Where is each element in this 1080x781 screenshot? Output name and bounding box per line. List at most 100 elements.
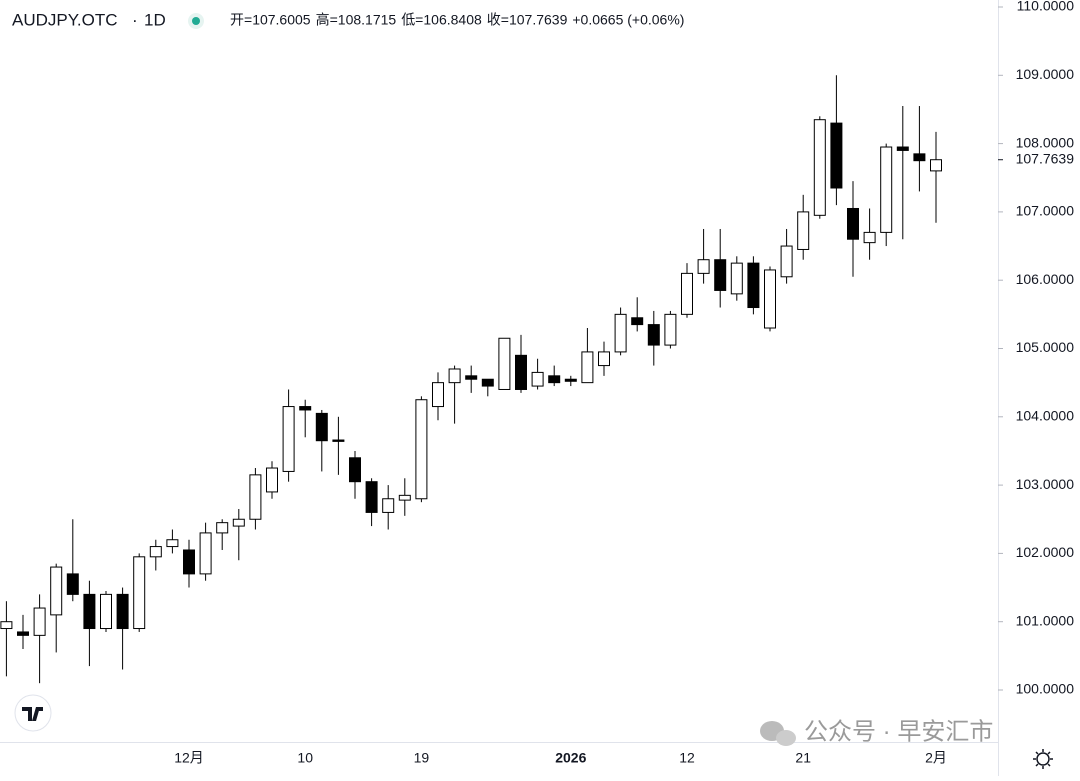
candle-body bbox=[349, 457, 361, 483]
header-value: 107.6005 bbox=[252, 12, 311, 28]
candle-body bbox=[17, 631, 29, 636]
candle-body bbox=[647, 324, 660, 346]
candle-body bbox=[365, 481, 378, 513]
candle-body bbox=[531, 371, 544, 387]
candle-body bbox=[216, 522, 229, 534]
candle-body bbox=[697, 259, 710, 274]
candle-body bbox=[764, 269, 776, 329]
y-tick-label: 102.0000 bbox=[1016, 544, 1075, 560]
y-tick-label: 103.0000 bbox=[1016, 476, 1075, 492]
status-dot bbox=[192, 17, 200, 25]
candle-body bbox=[747, 262, 760, 309]
candle-body bbox=[432, 382, 444, 408]
header-change: +0.0665 (+0.06%) bbox=[572, 12, 684, 28]
candle-body bbox=[830, 122, 843, 189]
candle-body bbox=[498, 337, 511, 390]
candle-body bbox=[266, 467, 278, 493]
candle-body bbox=[249, 474, 262, 520]
candle-body bbox=[0, 621, 13, 630]
x-tick-label: 2月 bbox=[925, 750, 947, 766]
y-tick-label: 106.0000 bbox=[1016, 271, 1075, 287]
candle-body bbox=[564, 378, 577, 382]
candle-body bbox=[681, 272, 693, 315]
settings-icon[interactable] bbox=[1033, 749, 1053, 769]
separator: · bbox=[132, 10, 138, 29]
candle-body bbox=[863, 231, 876, 244]
y-tick-label: 105.0000 bbox=[1016, 339, 1075, 355]
gear-teeth[interactable] bbox=[1033, 749, 1053, 769]
candle-body bbox=[133, 556, 146, 630]
header-label: 收= bbox=[487, 12, 509, 28]
icon-bubble bbox=[776, 730, 796, 746]
candle-body bbox=[33, 607, 46, 636]
candle-body bbox=[199, 532, 212, 575]
header-value: 107.7639 bbox=[509, 12, 568, 28]
header-label: 低= bbox=[401, 12, 423, 28]
x-tick-label: 10 bbox=[297, 750, 313, 766]
candle-body bbox=[896, 146, 909, 151]
last-price-label: 107.7639 bbox=[1016, 150, 1075, 166]
candle-body bbox=[664, 313, 677, 346]
y-tick-label: 101.0000 bbox=[1016, 612, 1075, 628]
candle-body bbox=[166, 539, 179, 548]
candle-body bbox=[66, 573, 79, 595]
candle-body bbox=[913, 153, 926, 162]
x-tick-label: 12 bbox=[679, 750, 695, 766]
candle-body bbox=[614, 313, 627, 353]
candle-body bbox=[598, 351, 610, 367]
candle-body bbox=[730, 262, 743, 295]
header-label: 开= bbox=[230, 12, 252, 28]
candle-body bbox=[299, 406, 312, 411]
candle-body bbox=[465, 375, 478, 380]
candle-body bbox=[847, 207, 859, 240]
y-tick-label: 107.0000 bbox=[1016, 203, 1075, 219]
wechat-icon bbox=[760, 721, 796, 746]
candle-body bbox=[880, 146, 893, 233]
candle-body bbox=[631, 317, 644, 326]
y-tick-label: 108.0000 bbox=[1016, 134, 1075, 150]
candle-body bbox=[149, 546, 162, 558]
candle-body bbox=[116, 593, 129, 630]
candle-body bbox=[282, 406, 295, 472]
header-value: 106.8408 bbox=[423, 12, 482, 28]
watermark: 公众号 · 早安汇市 bbox=[804, 718, 993, 745]
candle-body bbox=[548, 375, 561, 384]
x-tick-label: 12月 bbox=[174, 750, 204, 766]
candle-body bbox=[448, 368, 461, 384]
candle-body bbox=[481, 378, 494, 387]
candle-body bbox=[332, 439, 345, 442]
logo-mark bbox=[22, 707, 43, 721]
candle-body bbox=[232, 518, 245, 527]
candle-body bbox=[714, 259, 727, 291]
candle-body bbox=[83, 593, 96, 630]
y-tick-label: 109.0000 bbox=[1016, 66, 1075, 82]
candle-body bbox=[780, 245, 793, 278]
x-tick-label: 2026 bbox=[555, 750, 586, 766]
candle-body bbox=[797, 211, 810, 250]
candle-body bbox=[813, 119, 826, 216]
candle-body bbox=[398, 494, 411, 501]
y-tick-label: 104.0000 bbox=[1016, 408, 1075, 424]
candle-body bbox=[515, 354, 527, 390]
y-tick-label: 100.0000 bbox=[1016, 681, 1075, 697]
candle-body bbox=[382, 498, 395, 513]
gear[interactable] bbox=[1036, 752, 1050, 766]
x-tick-label: 21 bbox=[795, 750, 811, 766]
candle-body bbox=[930, 159, 942, 172]
y-tick-label: 110.0000 bbox=[1017, 0, 1075, 14]
candle-body bbox=[183, 549, 195, 575]
candle-body bbox=[315, 412, 328, 442]
candle-body bbox=[581, 351, 594, 384]
header-label: 高= bbox=[316, 12, 338, 28]
interval: 1D bbox=[144, 10, 166, 29]
logo-bg bbox=[14, 694, 52, 732]
symbol: AUDJPY.OTC bbox=[12, 10, 118, 29]
header-value: 108.1715 bbox=[338, 12, 397, 28]
candle-body bbox=[50, 566, 63, 616]
candle-body bbox=[415, 399, 428, 500]
tv-logo bbox=[14, 694, 52, 732]
x-tick-label: 19 bbox=[414, 750, 430, 766]
candle-body bbox=[100, 593, 112, 630]
